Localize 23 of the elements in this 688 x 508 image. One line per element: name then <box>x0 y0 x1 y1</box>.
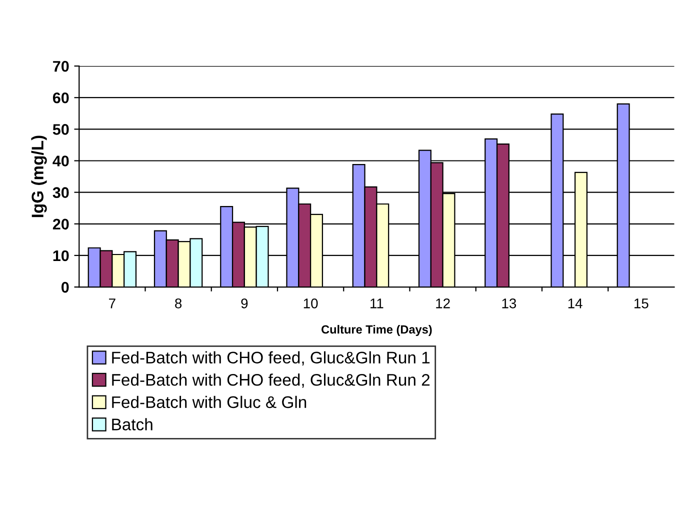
x-tick-label: 9 <box>241 298 248 308</box>
x-axis-title: Culture Time (Days) <box>322 324 432 336</box>
legend-label: Fed-Batch with CHO feed, Gluc&Gln Run 2 <box>112 374 430 388</box>
x-tick-label: 15 <box>634 298 648 308</box>
x-tick-label: 11 <box>370 298 384 308</box>
y-tick-label: 30 <box>52 187 69 198</box>
y-tick-label: 0 <box>62 282 69 293</box>
x-tick-label: 14 <box>568 298 582 308</box>
legend-label: Batch <box>112 418 152 430</box>
x-tick-label: 12 <box>436 298 450 308</box>
y-tick-label: 50 <box>52 124 69 135</box>
x-tick-label: 8 <box>175 298 182 308</box>
y-tick-label: 60 <box>52 92 69 104</box>
legend-label: Fed-Batch with CHO feed, Gluc&Gln Run 1 <box>112 351 430 366</box>
y-axis-title: IgG (mg/L) <box>31 136 47 218</box>
x-tick-label: 10 <box>304 298 318 308</box>
x-tick-label: 7 <box>109 298 116 308</box>
x-tick-label: 13 <box>502 298 516 308</box>
y-tick-label: 70 <box>53 60 69 72</box>
y-tick-label: 10 <box>53 250 69 262</box>
y-tick-label: 40 <box>52 156 69 166</box>
legend-label: Fed-Batch with Gluc & Gln <box>112 396 306 408</box>
y-tick-label: 20 <box>52 218 69 230</box>
